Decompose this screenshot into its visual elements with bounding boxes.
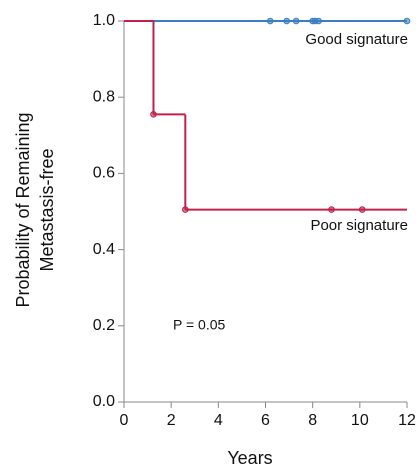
censor-mark <box>182 206 189 213</box>
x-axis-label: Years <box>227 448 272 468</box>
y-tick-label: 0.2 <box>93 317 115 334</box>
x-tick-label: 4 <box>214 412 223 429</box>
x-tick-label: 8 <box>308 412 317 429</box>
y-tick-label: 0.8 <box>93 88 115 105</box>
censor-mark <box>403 17 411 25</box>
y-tick-label: 0.6 <box>93 165 115 182</box>
censor-mark <box>266 17 274 25</box>
x-tick-label: 0 <box>120 412 129 429</box>
x-tick-label: 10 <box>351 412 369 429</box>
y-tick-label: 0.4 <box>93 241 115 258</box>
x-tick-label: 2 <box>167 412 176 429</box>
annotation: Poor signature <box>310 217 408 234</box>
censor-mark <box>358 206 366 213</box>
censor-mark <box>328 206 335 213</box>
censor-mark <box>292 17 300 25</box>
annotation: Good signature <box>305 31 408 48</box>
censor-mark <box>315 17 322 25</box>
x-tick-label: 6 <box>261 412 270 429</box>
y-tick-label: 1.0 <box>93 12 115 29</box>
x-tick-label: 12 <box>398 412 416 429</box>
censor-mark <box>150 111 157 118</box>
y-tick-label: 0.0 <box>93 393 115 410</box>
annotation: P = 0.05 <box>173 317 226 333</box>
y-axis-label: Probability of Remaining <box>13 112 33 307</box>
censor-mark <box>283 17 291 25</box>
y-axis-label: Metastasis-free <box>37 148 57 271</box>
